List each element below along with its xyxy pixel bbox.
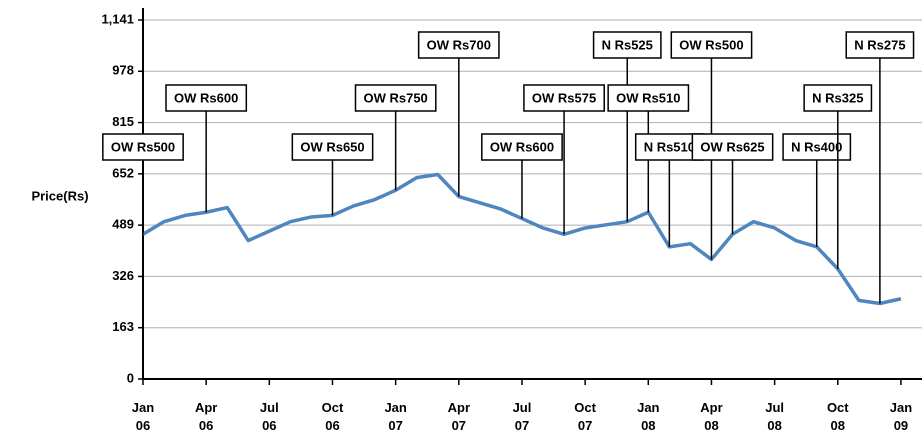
- annotation-box: [670, 31, 753, 59]
- annotation: OW Rs510: [607, 84, 690, 112]
- annotation-label: N Rs525: [602, 37, 653, 52]
- y-tick-label: 489: [112, 217, 134, 232]
- annotation: OW Rs500: [102, 133, 184, 161]
- y-tick-label: 163: [112, 319, 134, 334]
- annotation-box: [845, 31, 915, 59]
- x-tick-label: Jul 08: [765, 400, 784, 431]
- annotation: OW Rs750: [354, 84, 437, 112]
- annotation-label: N Rs275: [854, 37, 905, 52]
- annotation: N Rs525: [592, 31, 662, 59]
- annotation-box: [165, 84, 248, 112]
- y-tick-label: 1,141: [101, 11, 134, 26]
- x-tick-label: Apr 07: [448, 400, 470, 431]
- y-tick-label: 815: [112, 114, 134, 129]
- annotation-label: OW Rs575: [532, 90, 596, 105]
- x-tick-label: Oct 06: [322, 400, 344, 431]
- x-tick-label: Jul 07: [513, 400, 532, 431]
- annotation-box: [291, 133, 374, 161]
- annotation: OW Rs625: [691, 133, 774, 161]
- annotation-label: N Rs325: [812, 90, 863, 105]
- x-tick-label: Apr 06: [195, 400, 217, 431]
- annotation-box: [102, 133, 184, 161]
- x-tick-label: Oct 07: [574, 400, 596, 431]
- annotation-box: [592, 31, 662, 59]
- annotation-label: OW Rs650: [300, 139, 364, 154]
- x-tick-label: Jan 07: [384, 400, 406, 431]
- annotation-box: [417, 31, 500, 59]
- annotation: OW Rs600: [165, 84, 248, 112]
- y-tick-label: 978: [112, 63, 134, 78]
- annotation-box: [607, 84, 690, 112]
- y-tick-label: 0: [127, 370, 134, 385]
- annotation-label: OW Rs500: [111, 139, 175, 154]
- x-tick-label: Oct 08: [827, 400, 849, 431]
- annotation-label: OW Rs510: [616, 90, 680, 105]
- annotation-label: OW Rs700: [427, 37, 491, 52]
- x-tick-label: Jan 09: [890, 400, 912, 431]
- x-tick-label: Apr 08: [700, 400, 722, 431]
- y-tick-label: 652: [112, 165, 134, 180]
- annotation: OW Rs600: [481, 133, 563, 161]
- annotation: N Rs275: [845, 31, 915, 59]
- annotation-label: OW Rs625: [700, 139, 764, 154]
- x-tick-label: Jan 06: [132, 400, 154, 431]
- annotation: OW Rs575: [523, 84, 605, 112]
- annotation-box: [523, 84, 605, 112]
- x-tick-label: Jul 06: [260, 400, 279, 431]
- annotation-label: OW Rs600: [490, 139, 554, 154]
- annotation: OW Rs650: [291, 133, 374, 161]
- annotation-box: [803, 84, 873, 112]
- x-tick-label: Jan 08: [637, 400, 659, 431]
- annotation-label: OW Rs600: [174, 90, 238, 105]
- annotation-label: N Rs510: [644, 139, 695, 154]
- annotation-box: [782, 133, 852, 161]
- annotation-label: OW Rs500: [679, 37, 743, 52]
- annotation-label: OW Rs750: [363, 90, 427, 105]
- y-tick-label: 326: [112, 268, 134, 283]
- annotation-box: [691, 133, 774, 161]
- annotation-box: [354, 84, 437, 112]
- annotation: N Rs325: [803, 84, 873, 112]
- annotation: OW Rs700: [417, 31, 500, 59]
- annotation: OW Rs500: [670, 31, 753, 59]
- y-axis-label: Price(Rs): [31, 188, 88, 203]
- annotation-label: N Rs400: [791, 139, 842, 154]
- annotation: N Rs400: [782, 133, 852, 161]
- annotation-box: [481, 133, 563, 161]
